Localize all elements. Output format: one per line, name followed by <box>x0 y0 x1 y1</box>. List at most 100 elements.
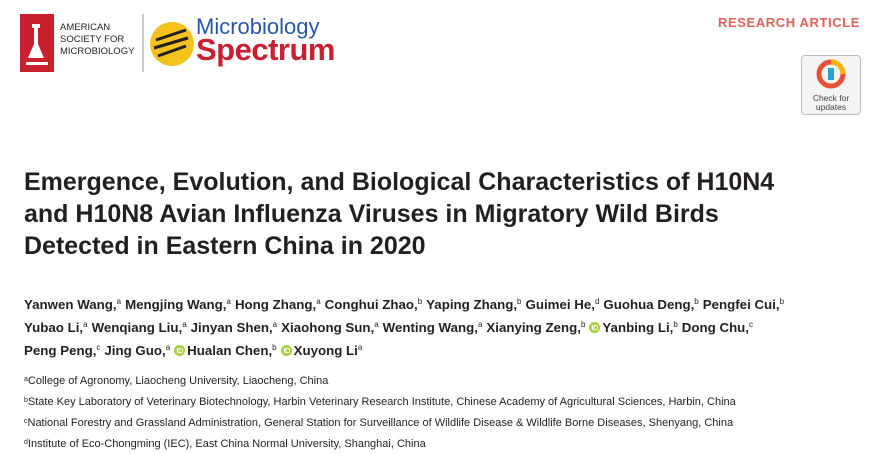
journal-logo <box>142 14 194 72</box>
orcid-mark <box>592 325 594 330</box>
affiliation: bState Key Laboratory of Veterinary Biot… <box>24 391 736 412</box>
author-line: Yubao Li,a Wenqiang Liu,a Jinyan Shen,a Xia… <box>24 315 788 338</box>
author: Dong Chu,c <box>682 320 757 335</box>
orcid-mark <box>593 324 599 331</box>
author-name: Mengjing Wang, <box>125 297 227 312</box>
author-affiliation-mark: a <box>316 297 321 306</box>
author-affiliation-mark: b <box>694 297 699 306</box>
author-name: Dong Chu, <box>681 320 750 335</box>
author-line: Peng Peng,c Jing Guo,a Hualan Chen,b Xuyong… <box>24 338 788 361</box>
author-affiliation-mark: a <box>272 320 278 329</box>
author-affiliation-mark: a <box>477 320 483 329</box>
author-name: Pengfei Cui, <box>702 297 780 312</box>
affiliation-text: National Forestry and Grassland Administ… <box>27 417 734 429</box>
author-line: Yanwen Wang,a Mengjing Wang,a Hong Zhang,a… <box>24 292 788 315</box>
author: Jinyan Shen,a <box>191 320 281 335</box>
orcid-mark <box>176 348 179 353</box>
author: Hong Zhang,a <box>235 297 325 312</box>
orcid-icon[interactable] <box>589 322 601 333</box>
author: Yubao Li,a <box>24 320 92 335</box>
author: Xuyong Lia <box>280 343 367 358</box>
author: Jing Guo,a <box>104 343 174 358</box>
author-affiliation-mark: b <box>272 343 277 352</box>
author-name: Yanwen Wang, <box>24 297 117 312</box>
author-affiliation-mark: b <box>673 320 678 329</box>
badge-label: updates <box>815 102 847 112</box>
author-affiliation-mark: a <box>226 297 231 306</box>
orcid-icon[interactable] <box>280 345 292 356</box>
author-affiliation-mark: a <box>182 320 187 329</box>
author: Guohua Deng,b <box>603 297 702 312</box>
author-affiliation-mark: b <box>517 297 522 306</box>
author-affiliation-mark: a <box>165 343 171 352</box>
author-name: Hualan Chen, <box>187 343 273 358</box>
society-line: AMERICAN <box>60 22 111 33</box>
author-affiliation-mark: a <box>83 320 88 329</box>
author-affiliation-mark: c <box>749 320 754 329</box>
author-name: Yaping Zhang, <box>426 297 518 312</box>
author: Xianying Zeng,b <box>486 320 589 335</box>
article-title: Emergence, Evolution, and Biological Cha… <box>24 166 774 262</box>
author-affiliation-mark: b <box>580 320 586 329</box>
author: Mengjing Wang,a <box>125 297 235 312</box>
society-line: MICROBIOLOGY <box>60 46 135 57</box>
author: Yaping Zhang,b <box>426 297 525 312</box>
asm-logo <box>20 14 54 72</box>
check-updates-badge[interactable]: Check for updates <box>801 55 861 115</box>
article-type: RESEARCH ARTICLE <box>717 15 860 30</box>
affiliation-text: State Key Laboratory of Veterinary Biote… <box>27 396 736 408</box>
author-name: Wenqiang Liu, <box>91 320 183 335</box>
author-name: Xianying Zeng, <box>486 320 581 335</box>
author-name: Xiaohong Sun, <box>281 320 375 335</box>
author-affiliation-mark: d <box>594 297 600 306</box>
author-list: Yanwen Wang,a Mengjing Wang,a Hong Zhang,a… <box>24 292 788 361</box>
orcid-mark <box>283 348 285 353</box>
author: Yanbing Li,b <box>589 320 681 335</box>
author-affiliation-mark: a <box>357 343 363 352</box>
affiliation-mark: b <box>24 397 28 404</box>
author: Wenqiang Liu,a <box>92 320 191 335</box>
author: Pengfei Cui,b <box>703 297 788 312</box>
author-affiliation-mark: a <box>374 320 379 329</box>
orcid-mark <box>285 347 290 354</box>
author: Yanwen Wang,a <box>24 297 125 312</box>
author-affiliation-mark: c <box>96 343 101 352</box>
author-name: Xuyong Li <box>293 343 358 358</box>
author: Guimei He,d <box>526 297 604 312</box>
author-affiliation-mark: b <box>417 297 423 306</box>
author-name: Guimei He, <box>525 297 595 312</box>
affiliation-mark: d <box>24 439 28 446</box>
badge-label: Check for <box>812 93 850 103</box>
title-line: and H10N8 Avian Influenza Viruses in Mig… <box>24 200 719 228</box>
author-name: Peng Peng, <box>24 343 97 358</box>
affiliation-list: aCollege of Agronomy, Liaocheng Universi… <box>24 370 736 454</box>
author-affiliation-mark: b <box>779 297 785 306</box>
badge-icon <box>816 59 846 89</box>
affiliation-text: College of Agronomy, Liaocheng Universit… <box>27 375 329 387</box>
affiliation: cNational Forestry and Grassland Adminis… <box>24 412 736 433</box>
author-name: Yanbing Li, <box>602 320 674 335</box>
title-line: Emergence, Evolution, and Biological Cha… <box>24 168 775 196</box>
affiliation-mark: a <box>24 376 28 383</box>
author-affiliation-mark: a <box>116 297 122 306</box>
author-name: Conghui Zhao, <box>324 297 418 312</box>
author-name: Jing Guo, <box>104 343 166 358</box>
author: Conghui Zhao,b <box>325 297 427 312</box>
author-name: Yubao Li, <box>24 320 84 335</box>
journal-name-top: Microbiology <box>196 14 320 39</box>
affiliation: dInstitute of Eco-Chongming (IEC), East … <box>24 433 736 454</box>
title-line: Detected in Eastern China in 2020 <box>24 232 426 260</box>
society-line: SOCIETY FOR <box>60 34 125 45</box>
author: Wenting Wang,a <box>383 320 487 335</box>
journal-name-bottom: Spectrum <box>196 32 335 67</box>
affiliation-mark: c <box>24 418 28 425</box>
affiliation-text: Institute of Eco-Chongming (IEC), East C… <box>27 438 426 450</box>
author: Peng Peng,c <box>24 343 104 358</box>
affiliation: aCollege of Agronomy, Liaocheng Universi… <box>24 370 736 391</box>
orcid-icon[interactable] <box>174 345 186 356</box>
author: Hualan Chen,b <box>174 343 280 358</box>
author-name: Guohua Deng, <box>603 297 695 312</box>
author-name: Hong Zhang, <box>234 297 317 312</box>
author: Xiaohong Sun,a <box>281 320 383 335</box>
